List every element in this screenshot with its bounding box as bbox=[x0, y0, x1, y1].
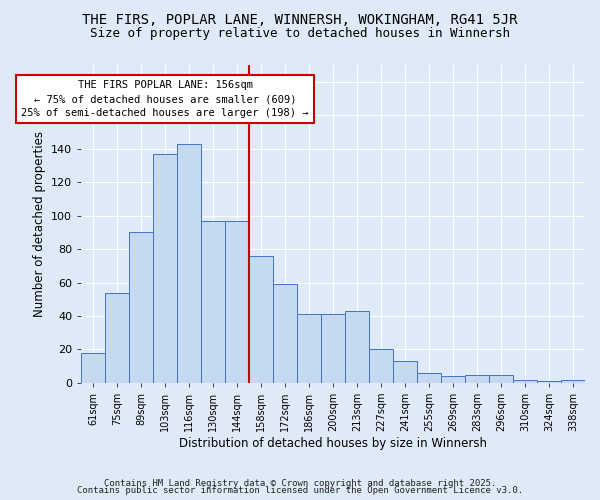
Bar bbox=[201, 220, 225, 383]
Bar bbox=[561, 380, 585, 383]
Text: Size of property relative to detached houses in Winnersh: Size of property relative to detached ho… bbox=[90, 28, 510, 40]
Bar bbox=[393, 361, 417, 383]
Bar bbox=[129, 232, 153, 383]
Bar bbox=[465, 374, 489, 383]
X-axis label: Distribution of detached houses by size in Winnersh: Distribution of detached houses by size … bbox=[179, 437, 487, 450]
Bar bbox=[489, 374, 513, 383]
Text: Contains public sector information licensed under the Open Government Licence v3: Contains public sector information licen… bbox=[77, 486, 523, 495]
Bar bbox=[177, 144, 201, 383]
Text: Contains HM Land Registry data © Crown copyright and database right 2025.: Contains HM Land Registry data © Crown c… bbox=[104, 478, 496, 488]
Bar bbox=[225, 220, 249, 383]
Y-axis label: Number of detached properties: Number of detached properties bbox=[32, 131, 46, 317]
Text: THE FIRS POPLAR LANE: 156sqm
← 75% of detached houses are smaller (609)
25% of s: THE FIRS POPLAR LANE: 156sqm ← 75% of de… bbox=[22, 80, 309, 118]
Bar bbox=[417, 373, 441, 383]
Bar bbox=[153, 154, 177, 383]
Bar bbox=[297, 314, 321, 383]
Bar bbox=[321, 314, 345, 383]
Text: THE FIRS, POPLAR LANE, WINNERSH, WOKINGHAM, RG41 5JR: THE FIRS, POPLAR LANE, WINNERSH, WOKINGH… bbox=[82, 12, 518, 26]
Bar bbox=[441, 376, 465, 383]
Bar bbox=[537, 381, 561, 383]
Bar bbox=[249, 256, 273, 383]
Bar bbox=[81, 353, 105, 383]
Bar bbox=[273, 284, 297, 383]
Bar bbox=[369, 350, 393, 383]
Bar bbox=[105, 292, 129, 383]
Bar bbox=[345, 311, 369, 383]
Bar bbox=[513, 380, 537, 383]
